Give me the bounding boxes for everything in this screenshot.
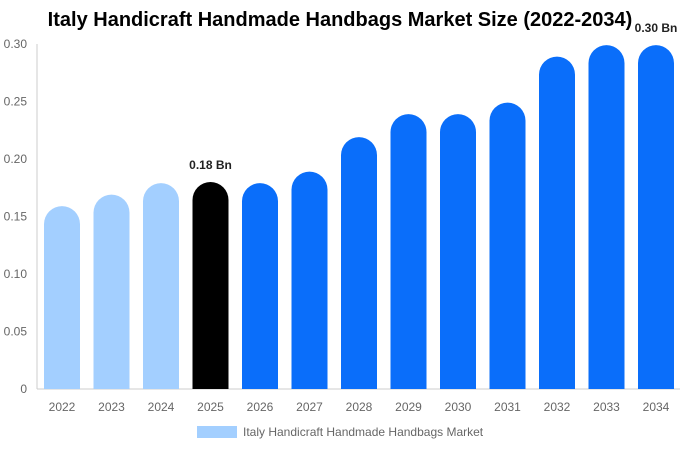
bar-2027 bbox=[291, 171, 328, 389]
x-tick-label: 2031 bbox=[494, 400, 521, 414]
data-label-2025: 0.18 Bn bbox=[189, 158, 232, 172]
data-label-2034: 0.30 Bn bbox=[635, 21, 678, 35]
x-tick-label: 2025 bbox=[197, 400, 224, 414]
x-tick-label: 2030 bbox=[445, 400, 472, 414]
x-tick-label: 2022 bbox=[49, 400, 76, 414]
x-tick-label: 2028 bbox=[346, 400, 373, 414]
bar-2022 bbox=[44, 206, 80, 389]
bar-2026 bbox=[242, 183, 278, 389]
data-labels-group: 0.18 Bn 0.30 Bn bbox=[189, 21, 677, 172]
bar-2034 bbox=[638, 45, 674, 390]
x-tick-label: 2029 bbox=[395, 400, 422, 414]
x-tick-label: 2024 bbox=[148, 400, 175, 414]
y-tick-label: 0.30 bbox=[4, 37, 28, 51]
y-tick-label: 0.15 bbox=[4, 210, 28, 224]
x-tick-label: 2023 bbox=[98, 400, 125, 414]
bar-2025 bbox=[192, 182, 229, 389]
bar-2028 bbox=[341, 137, 377, 389]
x-tick-label: 2034 bbox=[643, 400, 670, 414]
legend-swatch bbox=[197, 426, 237, 438]
bar-2023 bbox=[93, 194, 130, 389]
y-axis: 0 0.05 0.10 0.15 0.20 0.25 0.30 bbox=[4, 37, 38, 396]
y-tick-label: 0 bbox=[20, 382, 27, 396]
x-axis: 2022 2023 2024 2025 2026 2027 2028 2029 2030 2031… bbox=[37, 388, 680, 414]
bar-2031 bbox=[489, 102, 526, 390]
x-tick-label: 2033 bbox=[593, 400, 620, 414]
legend: Italy Handicraft Handmade Handbags Marke… bbox=[197, 425, 483, 439]
bar-2029 bbox=[390, 114, 427, 389]
bar-2024 bbox=[143, 183, 179, 389]
bar-2033 bbox=[588, 45, 625, 390]
y-tick-label: 0.05 bbox=[4, 325, 28, 339]
y-tick-label: 0.25 bbox=[4, 95, 28, 109]
bar-2032 bbox=[539, 56, 575, 390]
bars-group bbox=[44, 45, 674, 390]
x-tick-label: 2026 bbox=[247, 400, 274, 414]
bar-2030 bbox=[440, 114, 476, 389]
x-tick-label: 2032 bbox=[544, 400, 571, 414]
y-tick-label: 0.20 bbox=[4, 152, 28, 166]
legend-label: Italy Handicraft Handmade Handbags Marke… bbox=[243, 425, 484, 439]
x-tick-label: 2027 bbox=[296, 400, 323, 414]
chart-title: Italy Handicraft Handmade Handbags Marke… bbox=[47, 9, 633, 31]
y-tick-label: 0.10 bbox=[4, 267, 28, 281]
